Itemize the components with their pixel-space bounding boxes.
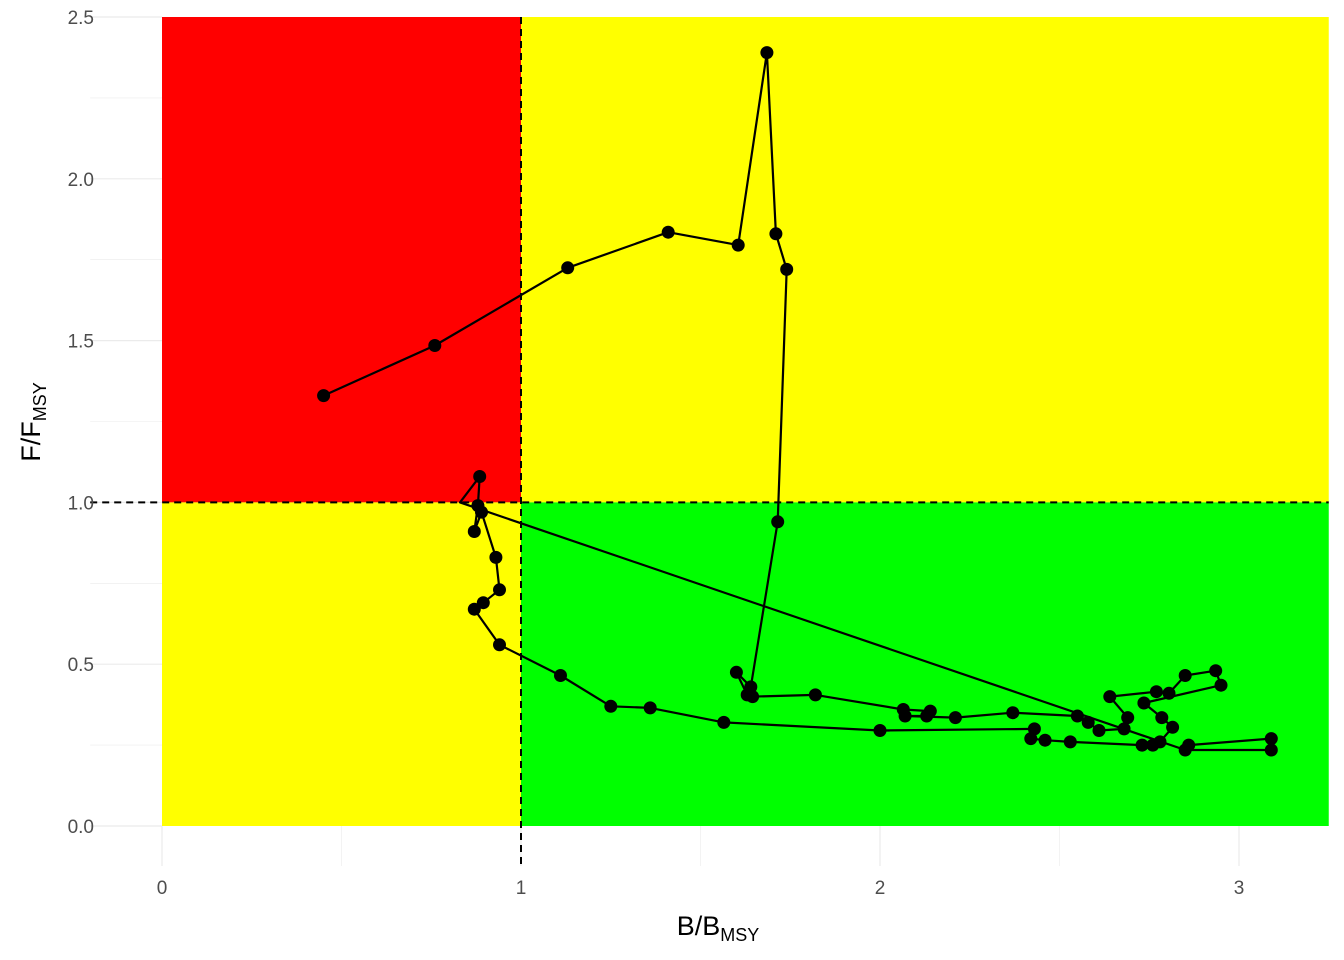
x-axis-title-sub: MSY bbox=[720, 925, 759, 945]
data-point bbox=[746, 690, 760, 704]
y-axis-title-sub: MSY bbox=[30, 382, 50, 421]
data-point bbox=[428, 339, 442, 352]
data-point bbox=[1137, 696, 1151, 710]
data-point bbox=[1182, 738, 1196, 752]
data-point bbox=[1264, 732, 1278, 746]
data-point bbox=[948, 711, 962, 725]
data-point bbox=[1103, 690, 1117, 704]
data-point bbox=[1081, 715, 1095, 729]
data-point bbox=[561, 261, 575, 275]
data-point bbox=[1006, 706, 1020, 720]
data-point bbox=[643, 701, 657, 715]
data-point bbox=[1117, 722, 1131, 736]
y-tick-label: 2.0 bbox=[68, 170, 94, 191]
y-tick-label: 1.0 bbox=[68, 493, 94, 514]
data-point bbox=[1214, 678, 1228, 692]
quadrant-backgrounds bbox=[162, 17, 1329, 826]
data-point bbox=[489, 550, 503, 564]
data-point bbox=[1149, 685, 1163, 699]
y-axis-ticks: 0.0 0.5 1.0 1.5 2.0 2.5 bbox=[68, 8, 94, 838]
x-axis-title-main: B/B bbox=[677, 911, 721, 941]
data-point bbox=[604, 699, 618, 713]
data-point bbox=[1135, 738, 1149, 752]
data-point bbox=[1063, 735, 1077, 749]
data-point bbox=[476, 596, 490, 610]
data-point bbox=[1092, 724, 1106, 737]
x-axis-title: B/BMSY bbox=[677, 911, 760, 945]
y-tick-label: 2.5 bbox=[68, 8, 94, 29]
quadrant-overfished-not-overfishing bbox=[162, 502, 521, 826]
data-point bbox=[1155, 711, 1169, 725]
data-point bbox=[1070, 709, 1084, 723]
data-point bbox=[317, 389, 331, 403]
data-point bbox=[729, 665, 743, 679]
data-point bbox=[1264, 743, 1278, 757]
x-tick-label: 1 bbox=[516, 878, 527, 899]
data-point bbox=[554, 669, 567, 682]
y-axis-title: F/FMSY bbox=[16, 382, 50, 462]
data-point bbox=[898, 709, 912, 723]
data-point bbox=[1209, 664, 1223, 678]
data-point bbox=[717, 715, 731, 729]
data-point bbox=[1178, 669, 1192, 682]
data-point bbox=[731, 238, 745, 252]
x-axis-ticks: 0 1 2 3 bbox=[157, 878, 1245, 899]
data-point bbox=[920, 709, 934, 723]
data-point bbox=[780, 262, 794, 276]
y-axis-title-main: F/F bbox=[16, 421, 46, 462]
quadrant-overfished-and-overfishing bbox=[162, 17, 521, 503]
data-point bbox=[467, 602, 481, 616]
data-point bbox=[1121, 711, 1135, 725]
data-point bbox=[1162, 686, 1176, 700]
data-series bbox=[317, 46, 1278, 757]
data-point bbox=[760, 46, 774, 60]
quadrant-not-overfished-overfishing bbox=[521, 17, 1329, 503]
reference-lines bbox=[90, 17, 1329, 866]
y-tick-label: 0.0 bbox=[68, 817, 94, 838]
data-point bbox=[493, 638, 506, 652]
data-point bbox=[467, 525, 481, 538]
data-point bbox=[1146, 738, 1160, 752]
data-point bbox=[1027, 722, 1041, 736]
data-point bbox=[473, 470, 487, 483]
y-tick-label: 1.5 bbox=[68, 332, 94, 353]
data-point bbox=[769, 227, 783, 241]
data-point bbox=[873, 724, 887, 737]
quadrant-healthy bbox=[521, 502, 1329, 826]
data-point bbox=[493, 583, 506, 597]
data-point bbox=[661, 225, 675, 239]
data-point bbox=[1166, 720, 1180, 734]
data-point bbox=[808, 688, 822, 702]
data-point bbox=[771, 515, 785, 529]
x-tick-label: 0 bbox=[157, 878, 168, 899]
data-point bbox=[471, 499, 485, 513]
x-tick-label: 3 bbox=[1234, 878, 1245, 899]
x-tick-label: 2 bbox=[875, 878, 886, 899]
y-tick-label: 0.5 bbox=[68, 655, 94, 676]
data-point bbox=[1038, 733, 1052, 747]
